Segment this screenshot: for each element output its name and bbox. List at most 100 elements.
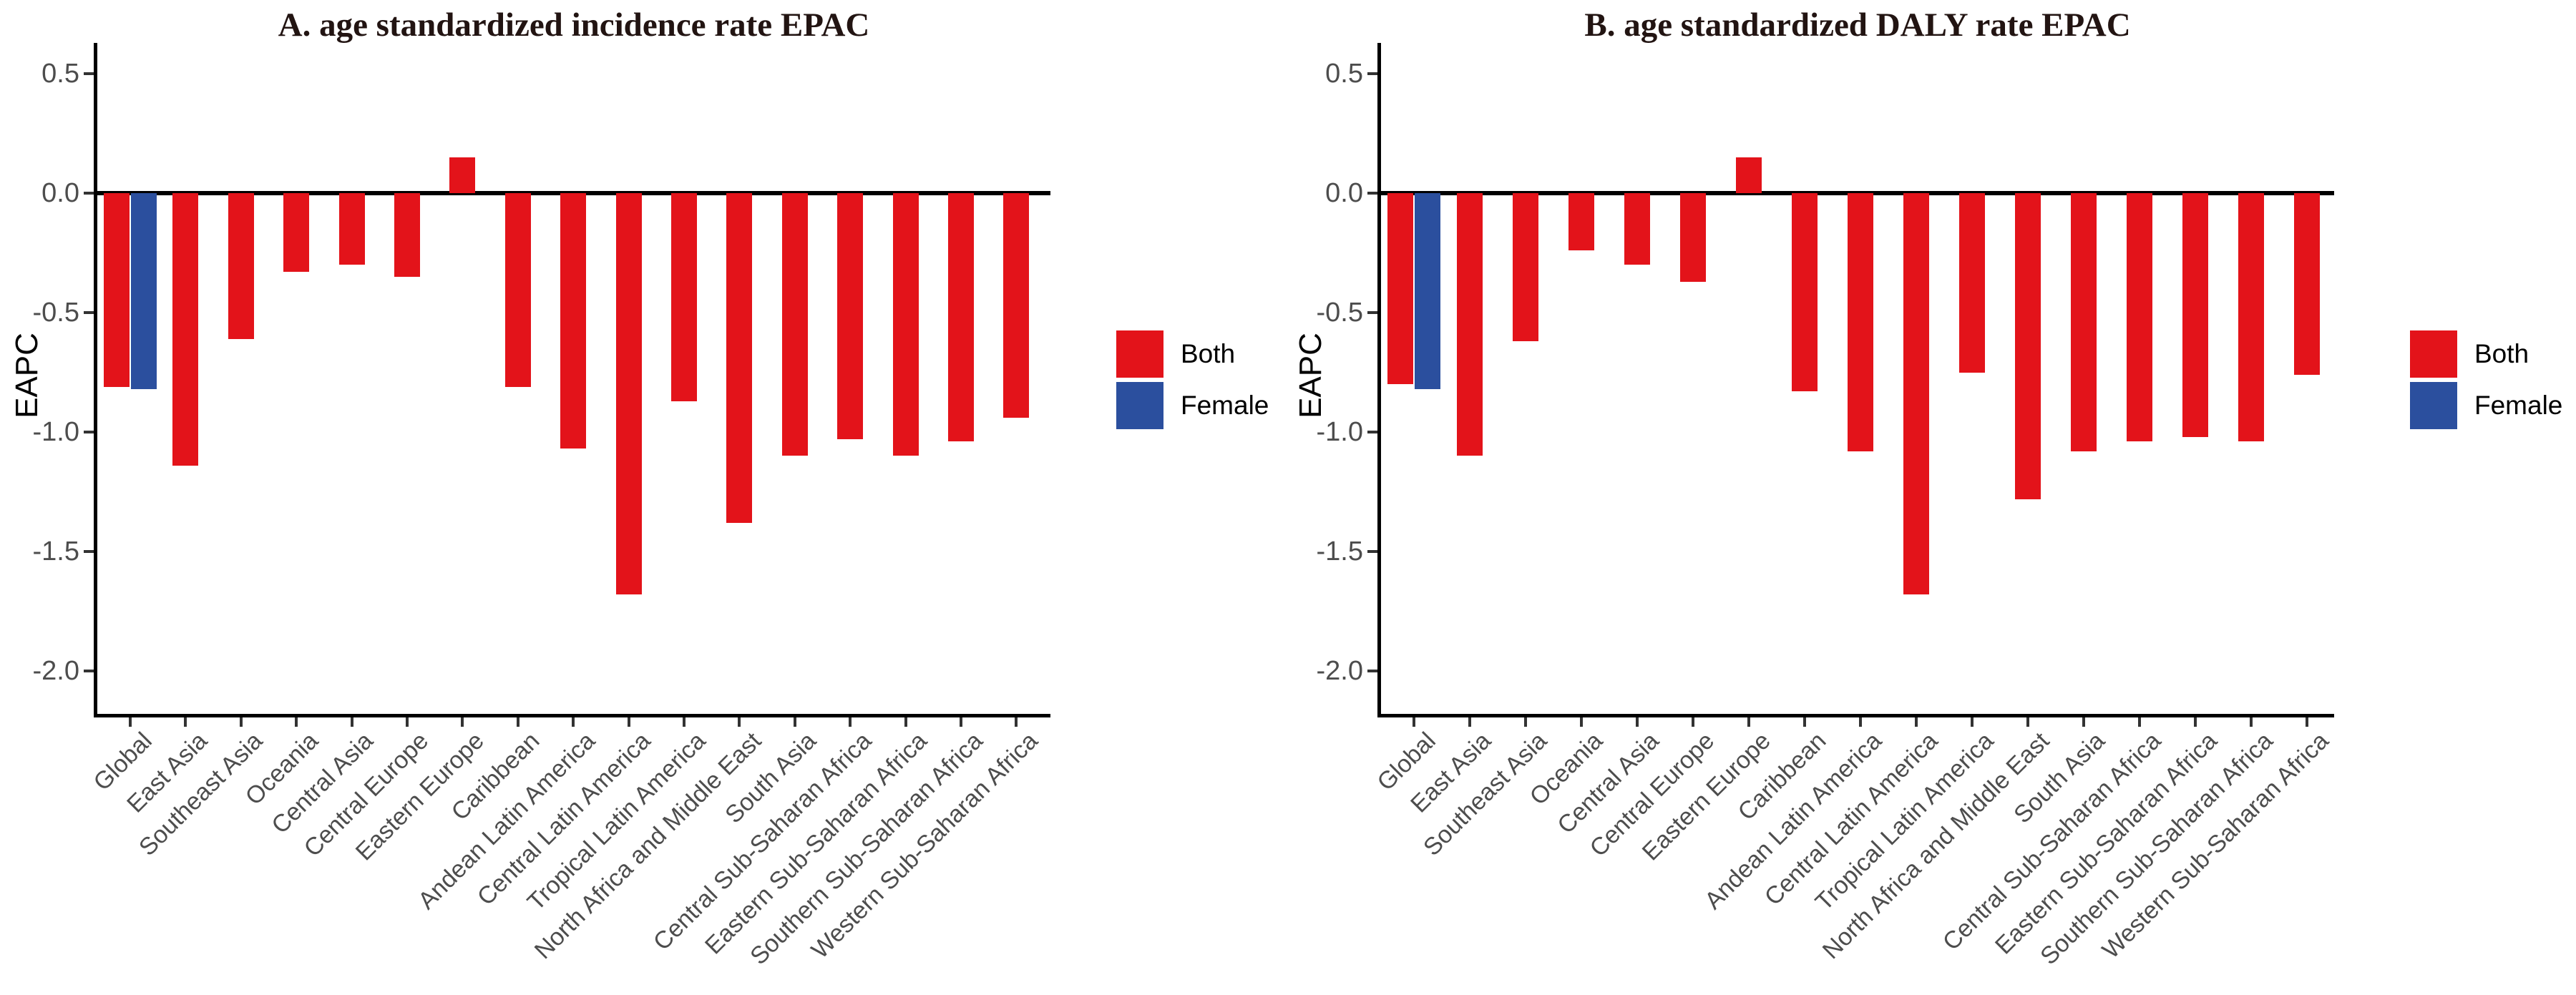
x-tick-mark — [2138, 717, 2141, 727]
x-tick-mark — [1580, 717, 1583, 727]
y-tick-label: -1.5 — [32, 536, 79, 567]
x-tick-mark — [1413, 717, 1415, 727]
bar-southern-sub-saharan-africa-both — [948, 193, 974, 442]
bar-north-africa-and-middle-east-both — [2015, 193, 2041, 499]
y-tick-mark — [84, 192, 94, 195]
legend-label-both: Both — [2474, 339, 2529, 368]
x-tick-mark — [1747, 717, 1750, 727]
bar-global-both — [104, 193, 130, 387]
y-tick-label: 0.5 — [42, 59, 79, 89]
y-tick-label: -1.5 — [1316, 536, 1363, 567]
bar-western-sub-saharan-africa-both — [2294, 193, 2320, 375]
y-tick-mark — [1367, 670, 1377, 672]
bar-southeast-asia-both — [228, 193, 254, 339]
y-tick-mark — [84, 431, 94, 433]
y-tick-label: -0.5 — [32, 298, 79, 328]
y-tick-label: 0.0 — [1325, 178, 1363, 208]
x-tick-mark — [1015, 717, 1018, 727]
y-tick-mark — [1367, 311, 1377, 314]
bar-eastern-europe-both — [449, 157, 476, 193]
bar-oceania-both — [283, 193, 310, 273]
x-axis-line — [1377, 714, 2334, 717]
legend-item-female: Female — [1116, 382, 1269, 429]
x-tick-mark — [1524, 717, 1527, 727]
x-tick-mark — [2082, 717, 2085, 727]
bar-central-asia-both — [1624, 193, 1650, 265]
panel-a-legend: Both Female — [1116, 330, 1269, 429]
female-color-swatch — [2410, 382, 2457, 429]
x-tick-mark — [184, 717, 187, 727]
x-tick-mark — [2250, 717, 2253, 727]
bar-central-sub-saharan-africa-both — [837, 193, 864, 440]
legend-label-both: Both — [1181, 339, 1236, 368]
both-color-swatch — [2410, 330, 2457, 378]
x-tick-mark — [295, 717, 298, 727]
y-tick-label: 0.0 — [42, 178, 79, 208]
x-tick-mark — [849, 717, 852, 727]
x-tick-mark — [1468, 717, 1471, 727]
y-tick-mark — [1367, 431, 1377, 433]
bar-tropical-latin-america-both — [671, 193, 697, 401]
legend-label-female: Female — [1181, 391, 1269, 420]
both-color-swatch — [1116, 330, 1163, 378]
panel-b-y-axis-label: EAPC — [1293, 333, 1328, 418]
x-tick-mark — [1971, 717, 1974, 727]
y-tick-mark — [84, 550, 94, 553]
y-tick-label: -1.0 — [1316, 417, 1363, 447]
x-tick-mark — [1692, 717, 1694, 727]
bar-oceania-both — [1568, 193, 1594, 251]
bar-central-sub-saharan-africa-both — [2127, 193, 2152, 442]
legend-item-both: Both — [2410, 330, 2562, 378]
y-tick-mark — [84, 670, 94, 672]
bar-andean-latin-america-both — [560, 193, 587, 449]
x-tick-mark — [2026, 717, 2029, 727]
female-color-swatch — [1116, 382, 1163, 429]
y-axis-line — [1377, 43, 1381, 717]
legend-label-female: Female — [2474, 391, 2563, 420]
x-tick-mark — [406, 717, 409, 727]
bar-north-africa-and-middle-east-both — [726, 193, 753, 523]
panel-a-y-axis-label: EAPC — [9, 333, 44, 418]
y-tick-label: -2.0 — [32, 656, 79, 686]
panel-b-title: B. age standardized DALY rate EPAC — [1584, 6, 2131, 44]
bar-central-europe-both — [1680, 193, 1706, 282]
y-tick-mark — [1367, 192, 1377, 195]
bar-eastern-europe-both — [1736, 157, 1762, 193]
x-tick-mark — [627, 717, 630, 727]
y-tick-mark — [1367, 72, 1377, 75]
bar-central-latin-america-both — [1903, 193, 1929, 595]
legend-item-both: Both — [1116, 330, 1269, 378]
x-tick-mark — [1636, 717, 1639, 727]
bar-south-asia-both — [2071, 193, 2097, 451]
x-tick-mark — [2306, 717, 2308, 727]
bar-southern-sub-saharan-africa-both — [2238, 193, 2264, 442]
y-axis-line — [94, 43, 97, 717]
x-tick-mark — [516, 717, 519, 727]
y-tick-label: -0.5 — [1316, 298, 1363, 328]
bar-global-both — [1387, 193, 1413, 385]
x-tick-mark — [129, 717, 132, 727]
bar-eastern-sub-saharan-africa-both — [2182, 193, 2208, 437]
y-tick-mark — [84, 72, 94, 75]
legend-item-female: Female — [2410, 382, 2562, 429]
x-tick-mark — [239, 717, 243, 727]
x-tick-mark — [1915, 717, 1918, 727]
bar-southeast-asia-both — [1513, 193, 1538, 342]
bar-tropical-latin-america-both — [1959, 193, 1985, 373]
x-tick-mark — [960, 717, 962, 727]
bar-western-sub-saharan-africa-both — [1003, 193, 1030, 418]
bar-global-female — [1415, 193, 1440, 389]
y-tick-label: -2.0 — [1316, 656, 1363, 686]
x-axis-line — [94, 714, 1050, 717]
y-tick-mark — [1367, 550, 1377, 553]
panel-b-legend: Both Female — [2410, 330, 2562, 429]
bar-east-asia-both — [172, 193, 199, 466]
bar-south-asia-both — [781, 193, 808, 456]
bar-global-female — [131, 193, 157, 389]
y-tick-mark — [84, 311, 94, 314]
x-tick-mark — [350, 717, 353, 727]
x-tick-mark — [572, 717, 575, 727]
x-tick-mark — [1859, 717, 1862, 727]
x-tick-mark — [904, 717, 907, 727]
